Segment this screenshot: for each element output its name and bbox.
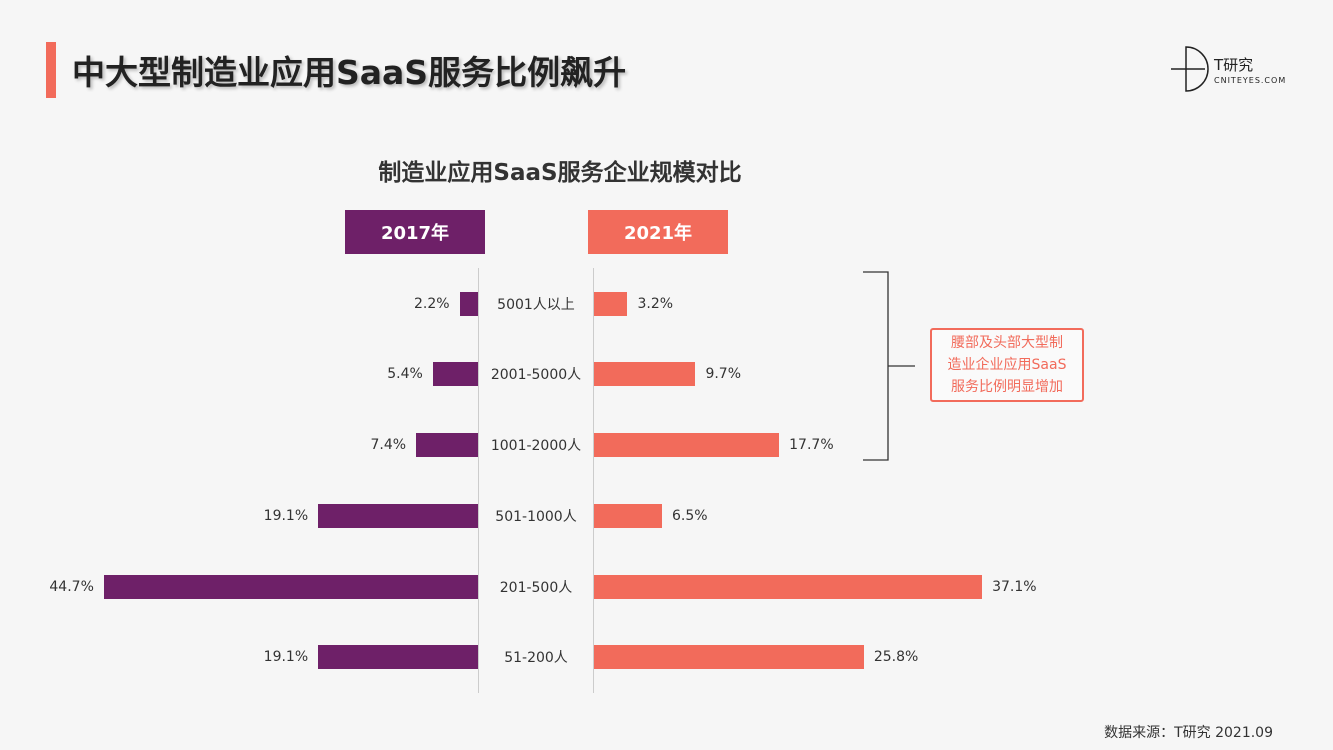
- data-label-2017: 19.1%: [263, 649, 309, 665]
- bar-2017: [432, 362, 478, 386]
- bar-2017: [103, 575, 478, 599]
- annotation-box: 腰部及头部大型制 造业企业应用SaaS 服务比例明显增加: [930, 328, 1084, 402]
- data-label-2021: 37.1%: [992, 579, 1037, 595]
- data-label-2017: 19.1%: [263, 508, 309, 524]
- category-label: 2001-5000人: [490, 367, 582, 383]
- bar-2017: [459, 292, 478, 316]
- bar-2021: [594, 504, 662, 528]
- category-label: 201-500人: [499, 580, 573, 596]
- page-title: 中大型制造业应用SaaS服务比例飙升: [72, 53, 627, 92]
- annotation-line: 服务比例明显增加: [951, 379, 1063, 395]
- category-label: 501-1000人: [495, 509, 577, 525]
- annotation-line: 腰部及头部大型制: [951, 335, 1063, 351]
- data-label-2017: 44.7%: [49, 579, 94, 595]
- legend-2017: 2017年: [345, 210, 485, 254]
- bar-2017: [416, 433, 478, 457]
- data-label-2017: 5.4%: [387, 366, 423, 382]
- logo-text: T研究: [1214, 56, 1254, 74]
- logo-icon: [1171, 46, 1209, 92]
- data-label-2021: 9.7%: [705, 366, 742, 382]
- data-source: 数据来源：T研究 2021.09: [1104, 725, 1273, 741]
- bar-2021: [594, 575, 983, 599]
- data-label-2021: 6.5%: [671, 508, 708, 524]
- bar-2021: [594, 292, 628, 316]
- category-label: 5001人以上: [497, 297, 575, 313]
- title-accent-bar: [46, 42, 56, 98]
- right-axis-line: [593, 268, 594, 693]
- bar-2017: [318, 504, 478, 528]
- data-label-2017: 7.4%: [370, 437, 407, 453]
- left-axis-line: [478, 268, 479, 693]
- bar-2021: [594, 645, 864, 669]
- logo-subtext: CNITEYES.COM: [1214, 76, 1287, 85]
- category-label: 1001-2000人: [490, 438, 582, 454]
- data-label-2021: 3.2%: [637, 296, 674, 312]
- logo: T研究 CNITEYES.COM: [1168, 44, 1298, 94]
- legend-2021: 2021年: [588, 210, 728, 254]
- bar-2021: [594, 362, 696, 386]
- bar-2017: [318, 645, 478, 669]
- data-label-2021: 25.8%: [873, 649, 919, 665]
- chart-title: 制造业应用SaaS服务企业规模对比: [378, 160, 742, 186]
- bracket-icon: [863, 271, 915, 461]
- data-label-2017: 2.2%: [414, 296, 450, 312]
- annotation-line: 造业企业应用SaaS: [947, 357, 1067, 373]
- bar-2021: [594, 433, 780, 457]
- data-label-2021: 17.7%: [789, 437, 834, 453]
- category-label: 51-200人: [504, 650, 568, 666]
